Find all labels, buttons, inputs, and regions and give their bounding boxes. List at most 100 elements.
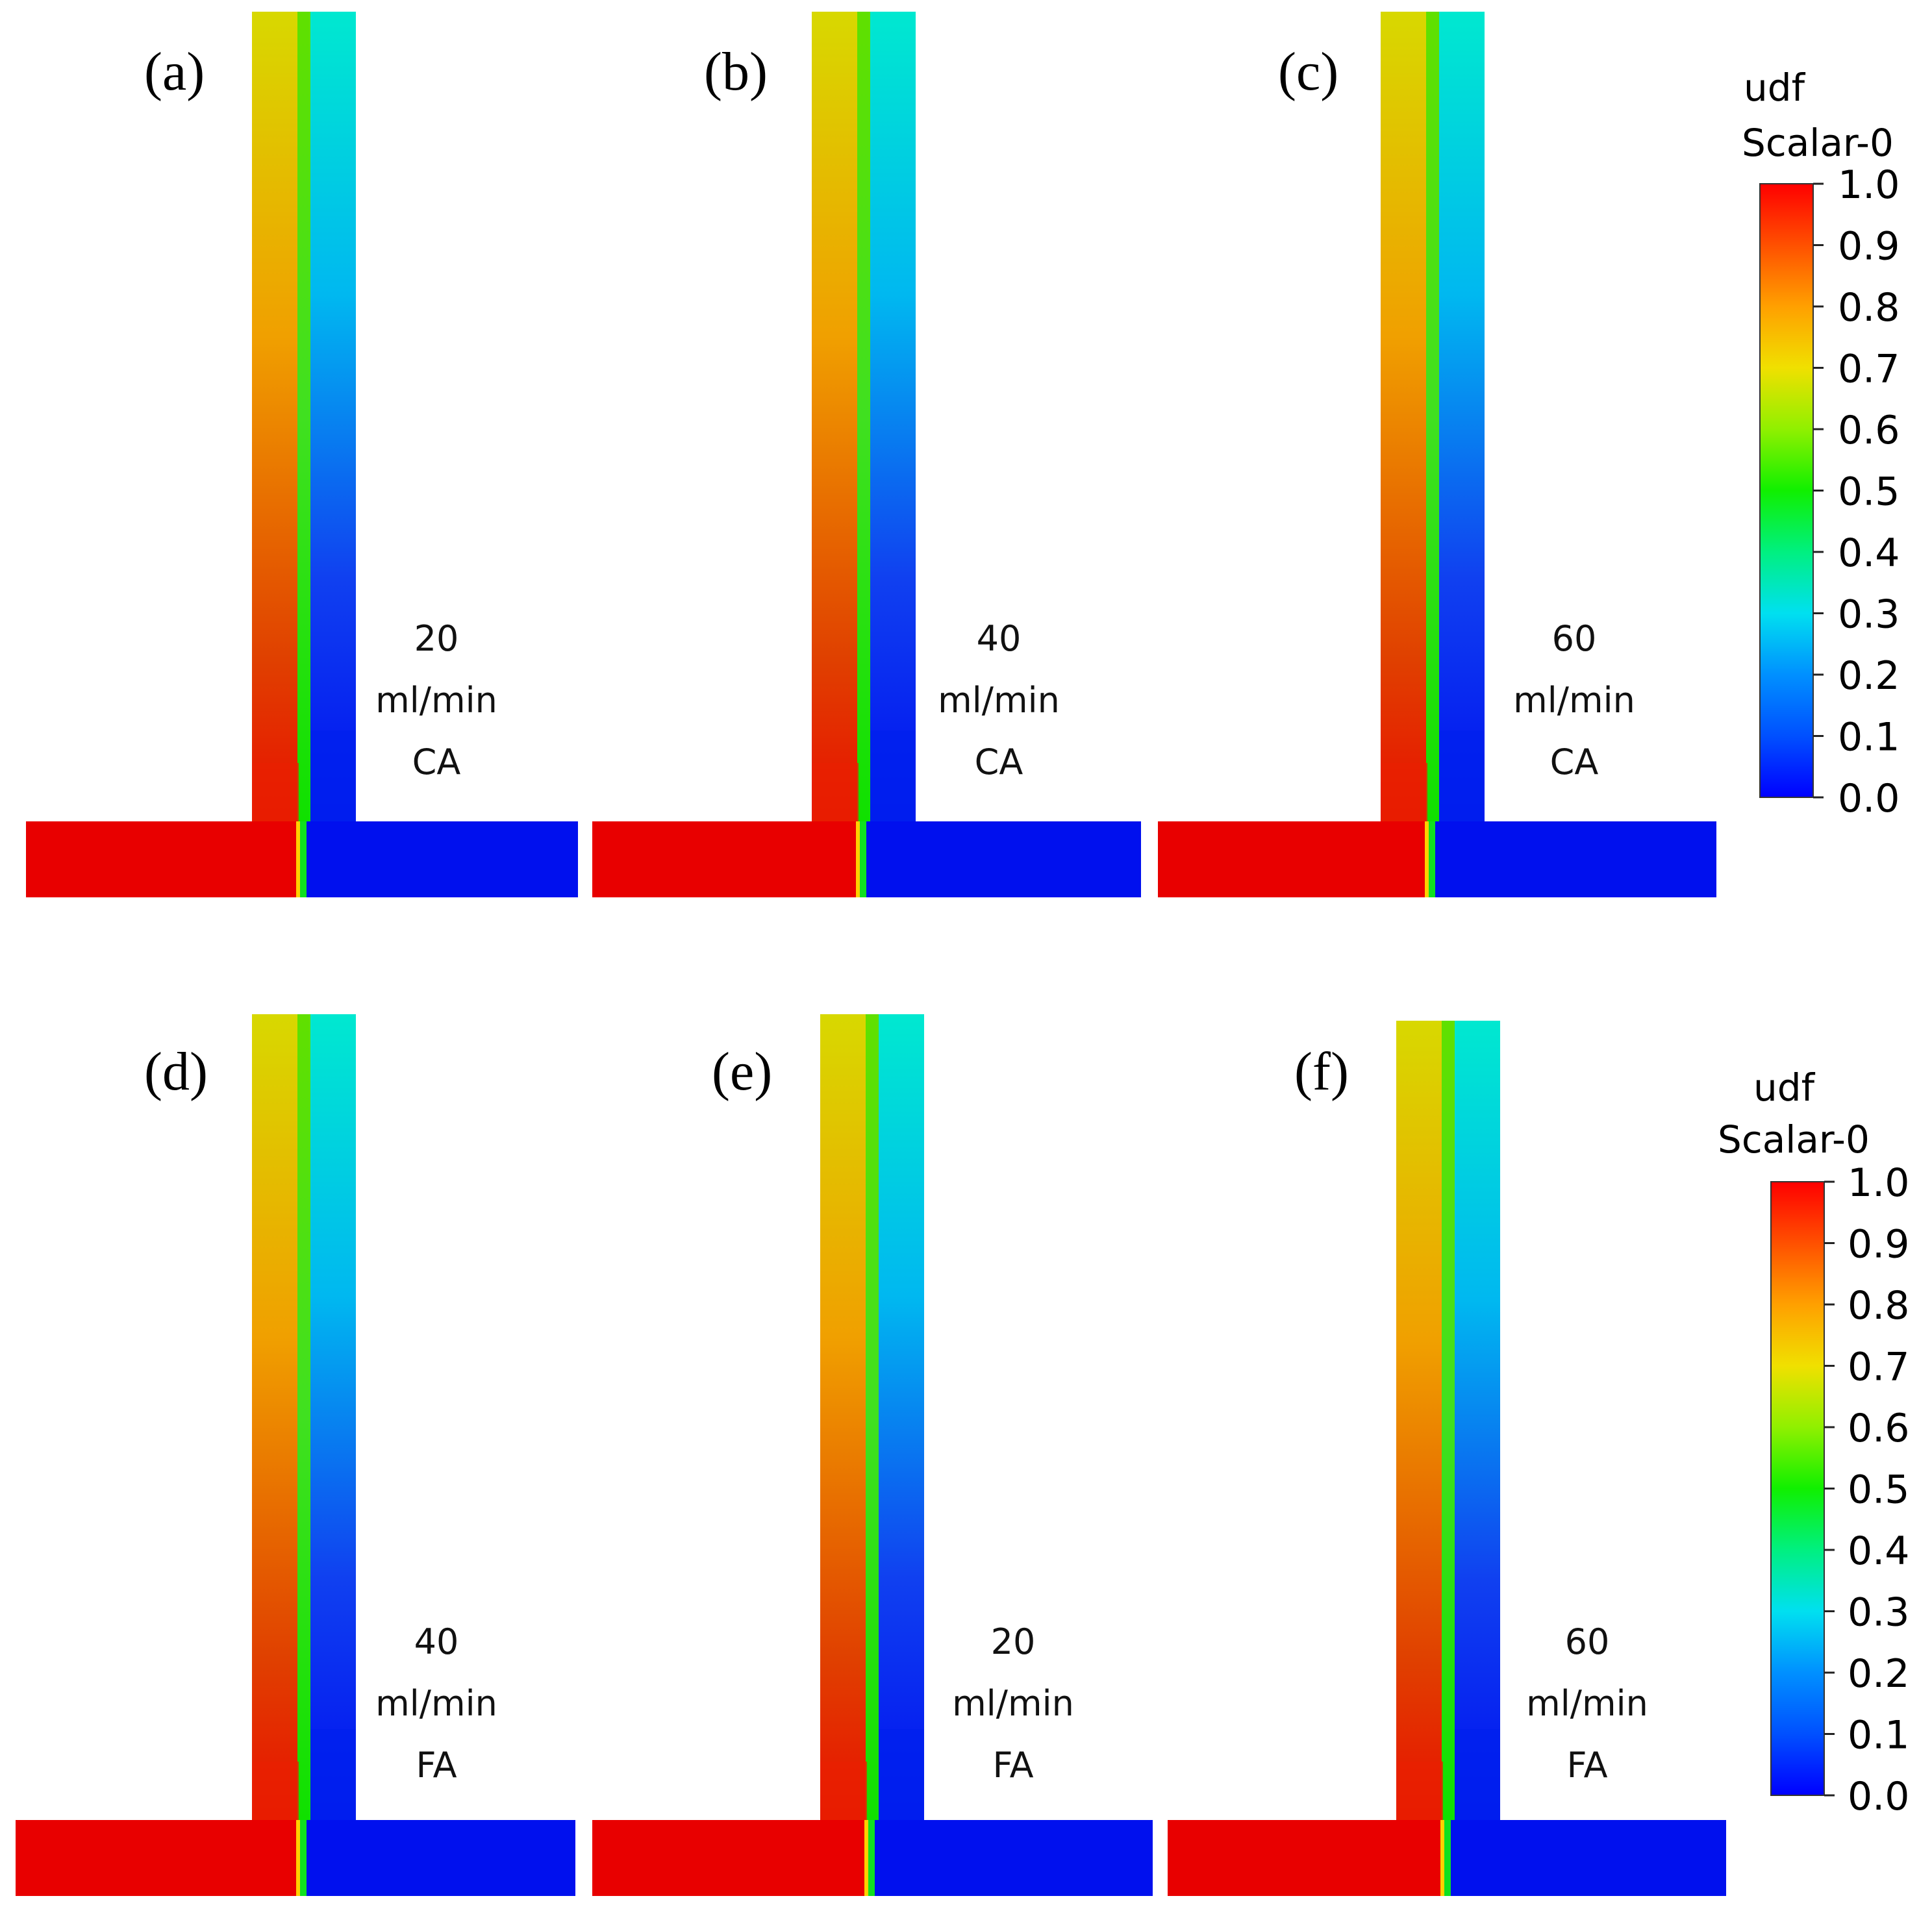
channel-left-column xyxy=(812,12,859,821)
panels-group: (a)20ml/minCA(b)40ml/minCA(c)60ml/minCA(… xyxy=(16,12,1726,1896)
panel-label: (f) xyxy=(1294,1041,1349,1102)
inlet-cold xyxy=(307,821,578,897)
legend-title-line2-bottom: Scalar-0 xyxy=(1718,1117,1870,1162)
channel-left-column xyxy=(252,12,299,821)
colorbar-tick-label: 0.4 xyxy=(1848,1528,1909,1574)
colorbar-tick-label: 0.6 xyxy=(1848,1406,1909,1451)
interface-green xyxy=(1429,821,1435,897)
colorbar-tick-label: 0.6 xyxy=(1838,408,1900,453)
channel-left-column xyxy=(252,1014,299,1820)
panel-label: (d) xyxy=(144,1041,208,1102)
acid-type: CA xyxy=(412,742,461,782)
panel-a: (a) 20 ml/min CA xyxy=(26,12,578,897)
inlet-hot xyxy=(592,1820,864,1896)
inlet-hot xyxy=(592,821,856,897)
colorbar-tick-label: 0.8 xyxy=(1838,285,1900,330)
flow-rate-value: 40 xyxy=(414,1621,459,1662)
inlet-cold xyxy=(1435,821,1716,897)
colorbar-bottom: udf Scalar-0 1.0 0.9 0.8 0.7 0.6 0.5 0.4 0.3 0.2… xyxy=(1718,1066,1909,1819)
colorbar-top-ticks: 1.0 0.9 0.8 0.7 0.6 0.5 0.4 0.3 0.2 0.1 0.0 xyxy=(1813,162,1900,821)
colorbar-tick-label: 0.4 xyxy=(1838,530,1900,576)
flow-rate-unit: ml/min xyxy=(938,680,1060,721)
inlet-hot xyxy=(1168,1820,1440,1896)
interface-yellow xyxy=(1425,821,1429,897)
flow-rate-value: 60 xyxy=(1552,618,1597,659)
inlet-cold xyxy=(1451,1820,1726,1896)
channel-mix-column xyxy=(1442,1021,1456,1820)
junction-cold xyxy=(879,1729,924,1820)
acid-type: FA xyxy=(1566,1745,1607,1786)
panel-label: (e) xyxy=(712,1041,772,1102)
colorbar-tick-label: 0.0 xyxy=(1838,776,1900,821)
colorbar-tick-label: 0.3 xyxy=(1848,1590,1909,1636)
channel-mix-column xyxy=(1426,12,1440,821)
flow-rate-value: 20 xyxy=(991,1621,1036,1662)
channel-left-column xyxy=(1396,1021,1443,1820)
colorbar-tick-label: 0.1 xyxy=(1838,715,1900,760)
panel-f: (f) 60 ml/min FA xyxy=(1168,1021,1726,1896)
interface-yellow xyxy=(856,821,860,897)
acid-type: FA xyxy=(992,1745,1033,1786)
channel-right-column xyxy=(310,1014,356,1820)
flow-rate-value: 40 xyxy=(977,618,1022,659)
channel-right-column xyxy=(1455,1021,1500,1820)
interface-yellow xyxy=(864,1820,868,1896)
colorbar-bottom-bar xyxy=(1770,1181,1825,1796)
junction-cold xyxy=(1455,1729,1500,1820)
channel-left-column xyxy=(1381,12,1427,821)
legend-title-line2: Scalar-0 xyxy=(1742,121,1894,165)
junction-hot xyxy=(252,763,299,821)
inlet-hot xyxy=(26,821,296,897)
acid-type: CA xyxy=(1550,742,1599,782)
colorbar-tick-label: 0.1 xyxy=(1848,1713,1909,1758)
channel-mix-column xyxy=(866,1014,880,1820)
flow-rate-unit: ml/min xyxy=(1513,680,1635,721)
interface-green xyxy=(1444,1820,1451,1896)
channel-right-column xyxy=(310,12,356,821)
colorbar-tick-label: 0.3 xyxy=(1838,592,1900,638)
interface-yellow xyxy=(296,821,300,897)
junction-cold xyxy=(1439,730,1485,821)
acid-type: FA xyxy=(416,1745,457,1786)
colorbar-tick-label: 1.0 xyxy=(1838,162,1900,208)
channel-right-column xyxy=(879,1014,924,1820)
inlet-cold xyxy=(307,1820,575,1896)
channel-right-column xyxy=(1439,12,1485,821)
channel-left-column xyxy=(820,1014,867,1820)
interface-green xyxy=(860,821,866,897)
panel-label: (c) xyxy=(1278,42,1338,102)
interface-green xyxy=(300,1820,307,1896)
colorbar-tick-label: 0.2 xyxy=(1848,1651,1909,1697)
flow-rate-unit: ml/min xyxy=(375,680,497,721)
inlet-hot xyxy=(16,1820,296,1896)
flow-rate-value: 60 xyxy=(1565,1621,1610,1662)
junction-hot xyxy=(812,763,859,821)
inlet-cold xyxy=(866,821,1141,897)
colorbar-tick-label: 0.0 xyxy=(1848,1774,1909,1819)
colorbar-top-bar xyxy=(1759,183,1814,798)
colorbar-tick-label: 0.2 xyxy=(1838,653,1900,699)
panel-label: (a) xyxy=(144,42,205,102)
colorbar-bottom-ticks: 1.0 0.9 0.8 0.7 0.6 0.5 0.4 0.3 0.2 0.1 0.0 xyxy=(1824,1160,1909,1819)
junction-cold xyxy=(870,730,916,821)
junction-hot xyxy=(1381,763,1427,821)
colorbar-tick-label: 0.5 xyxy=(1848,1467,1909,1513)
junction-cold xyxy=(310,730,356,821)
channel-mix-column xyxy=(857,12,872,821)
panel-d: (d) 40 ml/min FA xyxy=(16,1014,575,1896)
channel-mix-column xyxy=(297,12,312,821)
colorbar-tick-label: 0.9 xyxy=(1848,1222,1909,1267)
flow-rate-value: 20 xyxy=(414,618,459,659)
channel-right-column xyxy=(870,12,916,821)
colorbar-tick-label: 0.9 xyxy=(1838,224,1900,269)
flow-rate-unit: ml/min xyxy=(1526,1683,1648,1724)
panel-c: (c) 60 ml/min CA xyxy=(1158,12,1716,897)
panel-b: (b) 40 ml/min CA xyxy=(592,12,1141,897)
colorbar-tick-label: 0.5 xyxy=(1838,469,1900,515)
acid-type: CA xyxy=(975,742,1023,782)
colorbar-top: udf Scalar-0 1.0 0.9 0.8 0.7 0.6 0.5 0.4 0.3 0.2… xyxy=(1742,66,1900,821)
interface-yellow xyxy=(1440,1820,1444,1896)
panel-e: (e) 20 ml/min FA xyxy=(592,1014,1153,1896)
